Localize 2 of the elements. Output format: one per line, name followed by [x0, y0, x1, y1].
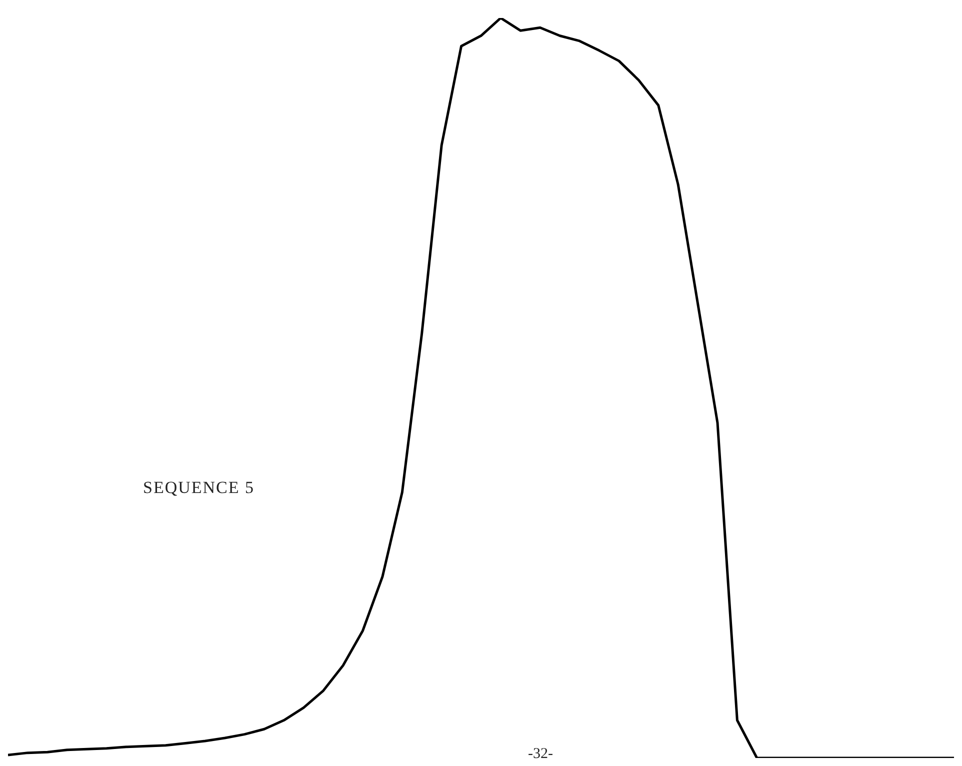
annotation: SEQUENCE 5 — [143, 478, 255, 498]
annotation: -32- — [528, 746, 553, 763]
